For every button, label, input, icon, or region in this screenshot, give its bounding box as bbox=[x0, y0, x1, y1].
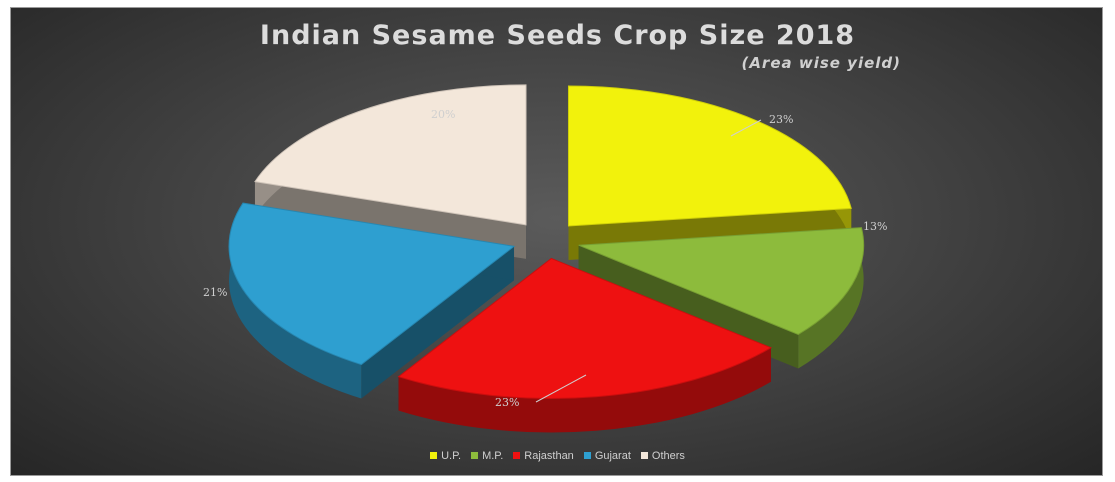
legend-item: U.P. bbox=[430, 450, 461, 462]
legend-item: Rajasthan bbox=[513, 450, 574, 462]
pie-chart: 23% 13% 23% 21% 20% bbox=[203, 84, 887, 433]
data-label-up: 23% bbox=[769, 113, 793, 126]
data-label-rajasthan: 23% bbox=[495, 396, 519, 409]
legend-label: Others bbox=[651, 450, 685, 462]
legend-label: U.P. bbox=[441, 450, 462, 462]
legend-swatch bbox=[471, 452, 479, 459]
chart-legend: U.P. M.P. Rajasthan Gujarat Others bbox=[11, 450, 1102, 462]
pie-slice-gujarat bbox=[228, 202, 516, 399]
chart-area: Indian Sesame Seeds Crop Size 2018 (Area… bbox=[10, 7, 1103, 476]
pie-slice-up bbox=[567, 85, 852, 260]
data-label-others: 20% bbox=[431, 108, 455, 121]
legend-label: M.P. bbox=[482, 450, 504, 462]
legend-swatch bbox=[640, 452, 648, 459]
legend-swatch bbox=[430, 452, 438, 459]
data-label-gujarat: 21% bbox=[203, 286, 227, 299]
legend-item: M.P. bbox=[471, 450, 503, 462]
leader-line bbox=[730, 119, 762, 137]
legend-swatch bbox=[513, 452, 521, 459]
legend-item: Gujarat bbox=[583, 450, 631, 462]
legend-label: Rajasthan bbox=[524, 450, 574, 462]
data-label-mp: 13% bbox=[863, 220, 887, 233]
legend-swatch bbox=[583, 452, 591, 459]
chart-title: Indian Sesame Seeds Crop Size 2018 bbox=[259, 20, 856, 51]
legend-label: Gujarat bbox=[594, 450, 631, 462]
leader-line bbox=[535, 374, 587, 403]
pie-slice-rajasthan bbox=[397, 257, 773, 433]
legend-item: Others bbox=[640, 450, 685, 462]
chart-subtitle: (Area wise yield) bbox=[741, 54, 901, 72]
